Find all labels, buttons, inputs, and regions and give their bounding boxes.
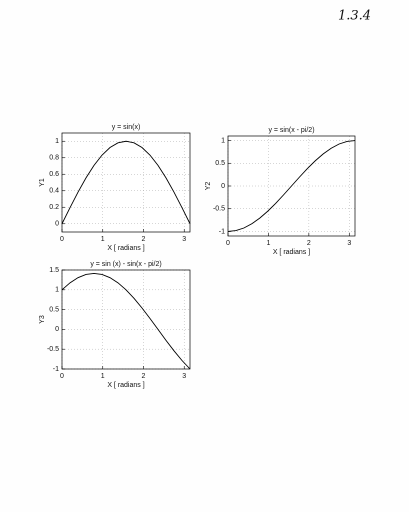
y-tick-label: 1 [221,137,225,144]
curve [61,272,191,370]
y-axis-label: Y1 [39,178,46,187]
y-tick-label: 0.5 [215,160,225,167]
chart-title: y = sin(x) [112,124,141,131]
y-tick-label: -0.5 [47,346,59,353]
x-tick-label: 1 [101,373,105,380]
y-tick-label: 0.5 [49,306,59,313]
x-tick-label: 0 [60,236,64,243]
y-tick-label: 0 [55,221,59,228]
y-axis-label: Y2 [205,182,212,191]
x-tick-label: 3 [182,236,186,243]
chart-title: y = sin (x) - sin(x - pi/2) [90,261,161,268]
y-tick-label: 0 [221,183,225,190]
page-label: 1.3.4 [338,9,371,24]
x-tick-label: 1 [266,240,270,247]
y-tick-label: -1 [219,228,225,235]
y-tick-label: 0 [55,326,59,333]
y-tick-label: 1 [55,138,59,145]
y-tick-label: 1 [55,287,59,294]
y-tick-label: 0.8 [49,155,59,162]
y-tick-label: -1 [53,366,59,373]
y-tick-label: 0.6 [49,171,59,178]
curve [61,140,191,224]
x-tick-label: 1 [101,236,105,243]
curve [227,140,356,232]
plot-area [62,133,190,232]
x-tick-label: 0 [226,240,230,247]
y-tick-label: 1.5 [49,267,59,274]
y-tick-label: 0.2 [49,204,59,211]
chart-title: y = sin(x - pi/2) [268,127,314,134]
x-tick-label: 2 [142,373,146,380]
x-tick-label: 3 [182,373,186,380]
plot-area [62,270,190,369]
y-tick-label: -0.5 [213,206,225,213]
axes-frame [61,269,191,370]
axes-frame [227,135,356,237]
x-tick-label: 3 [347,240,351,247]
x-tick-label: 2 [142,236,146,243]
y-tick-label: 0.4 [49,188,59,195]
x-axis-label: X [ radians ] [107,245,144,252]
x-tick-label: 0 [60,373,64,380]
x-tick-label: 2 [307,240,311,247]
x-axis-label: X [ radians ] [273,249,310,256]
axes-frame [61,132,191,233]
y-axis-label: Y3 [39,315,46,324]
x-axis-label: X [ radians ] [107,382,144,389]
